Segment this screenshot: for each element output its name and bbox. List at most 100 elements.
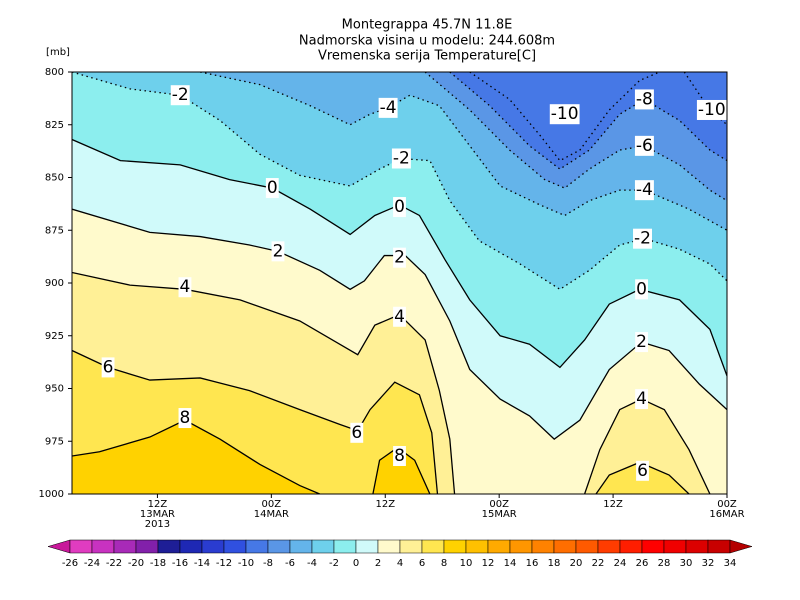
- contour-band: [584, 399, 710, 494]
- colorbar-label: 20: [570, 558, 583, 569]
- contour-label-bg: [391, 148, 411, 169]
- contour-line: [469, 72, 660, 162]
- colorbar-label: 12: [482, 558, 495, 569]
- colorbar-box: [179, 539, 203, 554]
- contour-label: 6: [103, 357, 114, 377]
- contour-label: 8: [180, 408, 191, 428]
- colorbar-label: 26: [636, 558, 649, 569]
- contour-line: [200, 72, 727, 231]
- colorbar-box: [355, 539, 379, 554]
- colorbar-box: [641, 539, 665, 554]
- colorbar-box: [113, 539, 137, 554]
- colorbar-box: [399, 539, 423, 554]
- colorbar-box: [707, 539, 731, 554]
- colorbar-end: [729, 539, 753, 554]
- y-tick-label: 950: [45, 384, 64, 395]
- colorbar-label: 4: [397, 558, 403, 569]
- contour-line: [72, 419, 321, 494]
- y-tick-label: 900: [45, 278, 64, 289]
- colorbar-label: 10: [460, 558, 473, 569]
- colorbar-label: -24: [84, 558, 100, 569]
- contour-label: 0: [267, 178, 278, 198]
- contour-label: -2: [172, 85, 189, 105]
- colorbar-box: [377, 539, 401, 554]
- colorbar-label: -8: [263, 558, 273, 569]
- y-axis-label: [mb]: [46, 47, 70, 58]
- contour-label-bg: [549, 104, 580, 125]
- colorbar-label: -2: [329, 558, 339, 569]
- contour-label-bg: [393, 247, 406, 268]
- contour-label: 0: [636, 279, 647, 299]
- contour-label: -6: [636, 136, 653, 156]
- x-tick-label: 12Z: [148, 499, 168, 510]
- contour-line: [72, 208, 727, 440]
- contour-label-bg: [635, 279, 648, 300]
- colorbar-box: [553, 539, 577, 554]
- contour-label-bg: [696, 99, 727, 120]
- colorbar-label: 22: [592, 558, 605, 569]
- colorbar-box: [245, 539, 269, 554]
- contour-label-bg: [271, 241, 285, 262]
- colorbar-label: 8: [441, 558, 447, 569]
- contour-label-bg: [636, 460, 649, 481]
- y-tick-label: 925: [45, 331, 64, 342]
- contour-label-bg: [378, 97, 398, 118]
- contour-label: -2: [634, 229, 651, 249]
- colorbar-box: [619, 539, 643, 554]
- colorbar-box: [443, 539, 467, 554]
- colorbar-box: [663, 539, 687, 554]
- contour-label: -10: [698, 100, 726, 120]
- contour-label-bg: [178, 408, 192, 429]
- colorbar-box: [597, 539, 621, 554]
- title-line: Nadmorska visina u modelu: 244.608m: [299, 34, 555, 49]
- contour-line: [72, 349, 439, 494]
- contour-label: 6: [351, 423, 362, 443]
- colorbar-label: -4: [307, 558, 317, 569]
- contour-labels: -10 -10 -8 -6 -4 -4 -2 -2 -2 0 0 0 2 2 2 4 4 4 6 6 6 8 8: [101, 85, 727, 481]
- y-tick-label: 875: [45, 225, 64, 236]
- contour-label: -4: [380, 98, 397, 118]
- colorbar-label: 6: [419, 558, 425, 569]
- x-tick-label: 00Z: [489, 499, 509, 510]
- colorbar-box: [333, 539, 357, 554]
- colorbar-box: [201, 539, 225, 554]
- colorbar-label: 2: [375, 558, 381, 569]
- title-line: Vremenska serija Temperature[C]: [318, 49, 536, 64]
- contour-line: [449, 72, 727, 170]
- contour-label: 4: [180, 277, 191, 297]
- contour-label: 0: [394, 197, 405, 217]
- x-tick-label: 12Z: [603, 499, 623, 510]
- contour-label-bg: [634, 180, 654, 201]
- colorbar-box: [289, 539, 313, 554]
- contour-line: [72, 72, 727, 291]
- contour-label: 2: [394, 248, 405, 268]
- colorbar-label: 14: [504, 558, 517, 569]
- y-tick-label: 975: [45, 436, 64, 447]
- contour-label: 4: [394, 307, 405, 327]
- contour-label: -8: [636, 89, 653, 109]
- contour-label: -4: [636, 180, 653, 200]
- colorbar-box: [135, 539, 159, 554]
- contour-label-bg: [634, 135, 654, 156]
- contour-label: 8: [394, 446, 405, 466]
- colorbar-label: -20: [128, 558, 144, 569]
- colorbar-label: 24: [614, 558, 627, 569]
- colorbar-box: [509, 539, 533, 554]
- contour-band: [372, 447, 430, 494]
- x-tick-label: 00Z: [262, 499, 282, 510]
- colorbar-label: -22: [106, 558, 122, 569]
- colorbar-label: 0: [353, 558, 359, 569]
- x-tick-label: 15MAR: [482, 509, 517, 520]
- colorbar-box: [223, 539, 247, 554]
- contour-fills: [72, 72, 727, 494]
- colorbar-label: -10: [238, 558, 254, 569]
- contour-label: -10: [551, 104, 579, 124]
- contour-label-bg: [178, 277, 192, 298]
- colorbar-box: [157, 539, 181, 554]
- colorbar-label: 18: [548, 558, 561, 569]
- colorbar-box: [575, 539, 599, 554]
- contour-label-bg: [265, 178, 279, 199]
- colorbar-box: [311, 539, 335, 554]
- colorbar-box: [421, 539, 445, 554]
